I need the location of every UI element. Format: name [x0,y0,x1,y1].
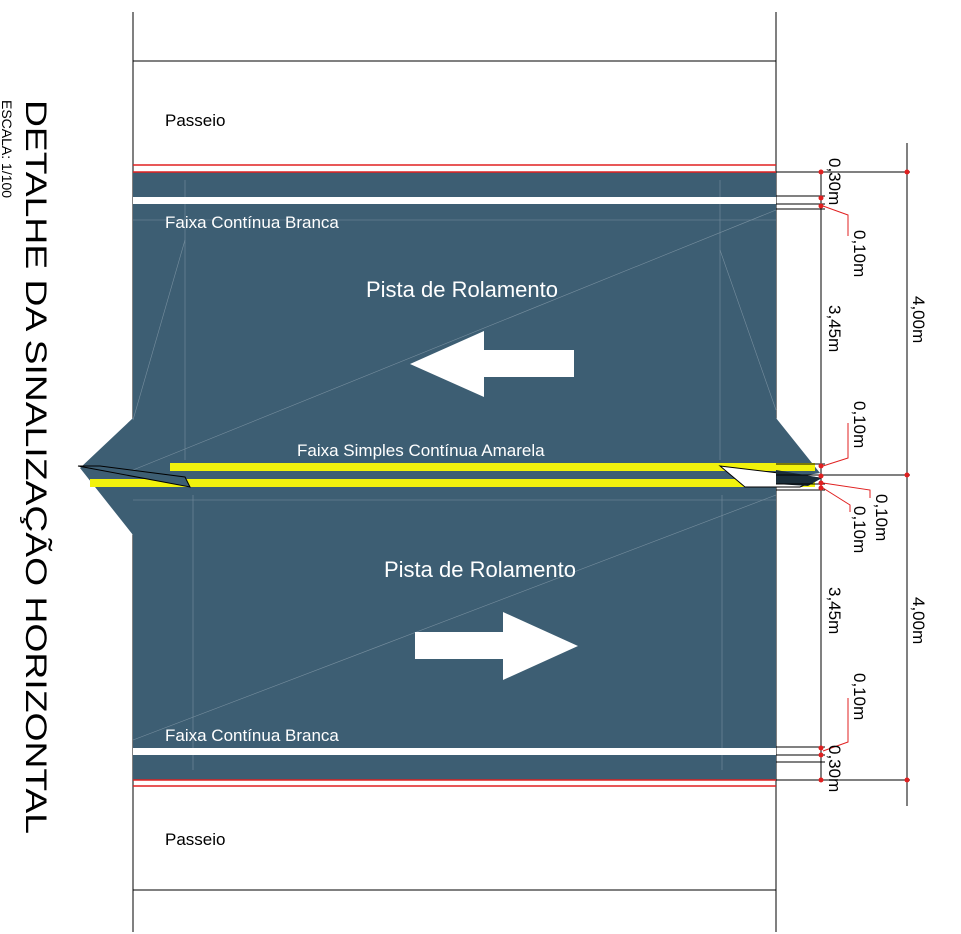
white-line-top-label: Faixa Contínua Branca [165,213,339,232]
sidewalk-top-label: Passeio [165,111,225,130]
arrow-left [410,331,574,397]
white-line-bottom-label: Faixa Contínua Branca [165,726,339,745]
curb-line-top [133,164,776,173]
dim-inner-top-offset: 0,30m [825,158,844,205]
dim-inner-top-lane: 3,45m [825,305,844,352]
dim-outer-top: 4,00m [909,296,928,343]
drawing-scale: ESCALA: 1/100 [0,100,15,198]
dim-outer-bottom: 4,00m [909,597,928,644]
lane-top-label: Pista de Rolamento [366,277,558,302]
lane-bottom-label: Pista de Rolamento [384,557,576,582]
sidewalk-bottom-label: Passeio [165,830,225,849]
dimension-leaders [822,205,871,752]
curb-line-bottom [133,779,776,787]
white-line-top [133,197,776,204]
dim-inner-center-top-line: 0,10m [850,401,869,448]
dimension-lines [776,143,910,806]
yellow-center-line [90,463,815,487]
dimension-texts: 0,30m 0,10m 3,45m 0,10m 0,10m 0,10m 3,45… [825,158,928,792]
asphalt-area [80,172,820,780]
dim-inner-center-bottom-line: 0,10m [850,506,869,553]
dim-inner-bottom-line: 0,10m [850,673,869,720]
white-line-bottom [133,748,776,755]
break-marker-right-dark [776,470,822,486]
construction-lines [132,180,777,770]
drawing-title: DETALHE DA SINALIZAÇÃO HORIZONTAL [19,100,53,834]
dim-inner-center-gap: 0,10m [872,494,891,541]
dim-inner-top-line: 0,10m [850,230,869,277]
break-marker-left [77,465,191,488]
dim-inner-bottom-lane: 3,45m [825,587,844,634]
dim-inner-bottom-offset: 0,30m [825,745,844,792]
arrow-right [415,612,578,680]
yellow-line-label: Faixa Simples Contínua Amarela [297,441,545,460]
dimension-points [818,169,910,783]
